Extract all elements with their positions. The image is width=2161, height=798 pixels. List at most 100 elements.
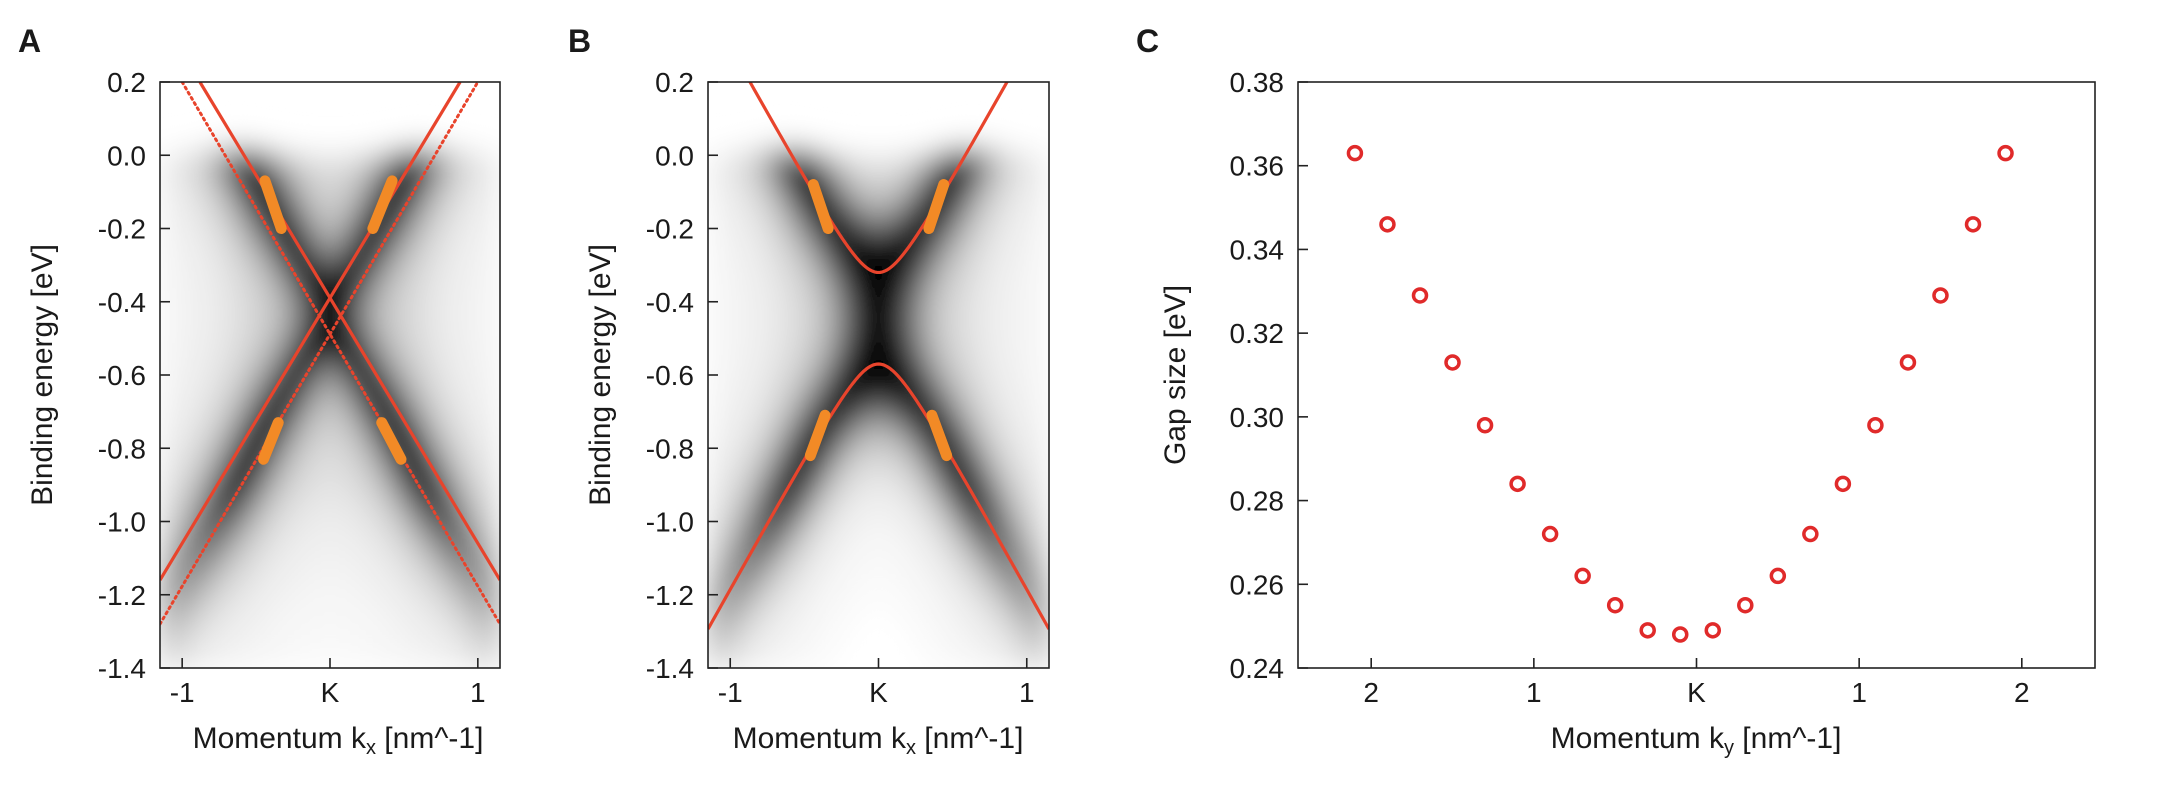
intensity-cell	[453, 173, 460, 181]
intensity-cell	[458, 661, 466, 668]
intensity-cell	[324, 609, 331, 617]
intensity-cell	[365, 251, 372, 259]
intensity-cell	[708, 368, 715, 376]
intensity-cell	[306, 355, 314, 363]
intensity-cell	[312, 147, 319, 155]
intensity-cell	[300, 485, 308, 493]
intensity-cell	[189, 589, 196, 597]
intensity-cell	[294, 518, 302, 526]
intensity-cell	[458, 238, 466, 246]
intensity-cell	[247, 453, 255, 461]
intensity-cell	[242, 498, 249, 506]
intensity-cell	[335, 550, 343, 558]
intensity-cell	[441, 277, 448, 285]
intensity-cell	[441, 309, 448, 317]
intensity-cell	[713, 459, 721, 467]
intensity-cell	[417, 661, 425, 668]
intensity-cell	[306, 160, 314, 168]
intensity-cell	[400, 641, 407, 650]
intensity-cell	[470, 648, 478, 656]
intensity-cell	[294, 505, 302, 513]
intensity-cell	[271, 296, 278, 304]
intensity-cell	[388, 570, 396, 578]
intensity-cell	[458, 583, 466, 591]
intensity-cell	[382, 140, 390, 148]
intensity-cell	[417, 134, 425, 142]
intensity-cell	[429, 615, 437, 624]
intensity-cell	[277, 615, 284, 624]
intensity-cell	[488, 615, 495, 624]
intensity-cell	[318, 238, 325, 246]
intensity-cell	[283, 544, 290, 552]
intensity-cell	[288, 342, 296, 350]
intensity-cell	[464, 440, 472, 448]
intensity-cell	[330, 466, 337, 474]
intensity-cell	[288, 361, 296, 370]
intensity-cell	[388, 322, 396, 331]
intensity-cell	[165, 283, 173, 291]
intensity-cell	[160, 563, 167, 571]
intensity-cell	[376, 225, 384, 233]
intensity-cell	[347, 583, 355, 591]
intensity-cell	[265, 355, 272, 363]
intensity-cell	[719, 290, 727, 298]
intensity-cell	[353, 511, 360, 519]
intensity-cell	[206, 459, 214, 467]
intensity-cell	[412, 440, 419, 448]
intensity-cell	[412, 355, 419, 363]
intensity-cell	[177, 635, 185, 643]
intensity-cell	[165, 186, 173, 194]
intensity-cell	[218, 264, 226, 272]
intensity-cell	[423, 524, 431, 532]
intensity-cell	[294, 479, 302, 487]
intensity-cell	[253, 446, 261, 454]
intensity-cell	[713, 661, 721, 668]
intensity-cell	[247, 498, 255, 506]
intensity-cell	[423, 388, 431, 396]
intensity-cell	[236, 589, 243, 597]
intensity-cell	[212, 368, 220, 376]
intensity-cell	[488, 453, 495, 461]
intensity-cell	[206, 368, 214, 376]
intensity-cell	[224, 563, 231, 571]
intensity-cell	[224, 368, 231, 376]
intensity-cell	[224, 257, 231, 265]
intensity-cell	[189, 368, 196, 376]
intensity-cell	[453, 414, 460, 422]
intensity-cell	[253, 153, 261, 161]
intensity-cell	[429, 459, 437, 467]
intensity-cell	[195, 505, 202, 513]
intensity-cell	[406, 218, 413, 226]
intensity-cell	[165, 485, 173, 493]
intensity-cell	[406, 635, 413, 643]
intensity-cell	[224, 251, 231, 259]
intensity-cell	[494, 335, 500, 344]
intensity-cell	[177, 290, 185, 298]
intensity-cell	[230, 563, 237, 571]
intensity-cell	[441, 342, 448, 350]
intensity-cell	[441, 348, 448, 357]
intensity-cell	[400, 589, 407, 597]
intensity-cell	[183, 622, 190, 630]
intensity-cell	[183, 414, 190, 422]
intensity-cell	[359, 303, 366, 311]
intensity-cell	[318, 153, 325, 161]
intensity-cell	[470, 602, 478, 610]
intensity-cell	[347, 557, 355, 565]
intensity-cell	[253, 348, 261, 357]
intensity-cell	[458, 257, 466, 265]
intensity-cell	[265, 375, 272, 383]
intensity-cell	[417, 166, 425, 174]
intensity-cell	[347, 537, 355, 545]
intensity-cell	[464, 401, 472, 409]
intensity-cell	[189, 635, 196, 643]
intensity-cell	[218, 609, 226, 617]
intensity-cell	[206, 277, 214, 285]
intensity-cell	[283, 531, 290, 539]
intensity-cell	[371, 251, 378, 259]
intensity-cell	[324, 401, 331, 409]
intensity-cell	[719, 186, 727, 194]
intensity-cell	[394, 270, 401, 278]
intensity-cell	[417, 296, 425, 304]
intensity-cell	[265, 205, 272, 213]
